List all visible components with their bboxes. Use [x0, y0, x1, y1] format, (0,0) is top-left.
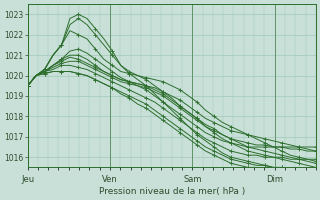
X-axis label: Pression niveau de la mer( hPa ): Pression niveau de la mer( hPa ): [99, 187, 245, 196]
